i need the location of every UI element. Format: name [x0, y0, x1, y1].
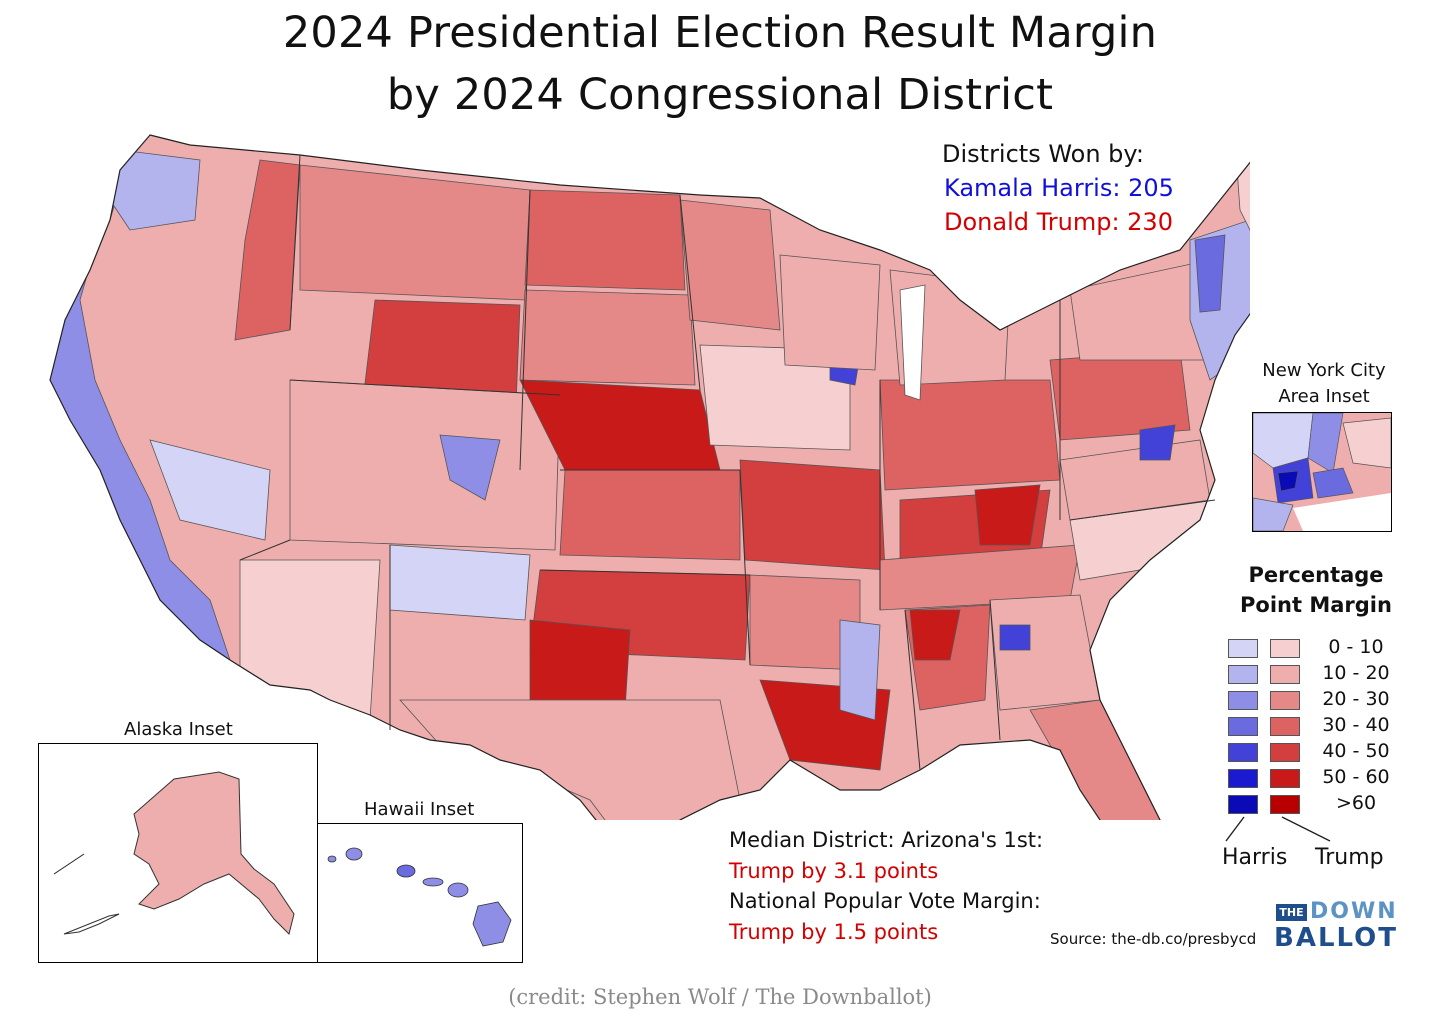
new-mexico-harris	[389, 544, 531, 621]
harris-districts-won: Kamala Harris: 205	[944, 174, 1174, 202]
vermont-harris	[1194, 234, 1226, 313]
legend-title-line1: Percentage	[1248, 563, 1384, 587]
districts-won-heading: Districts Won by:	[942, 140, 1144, 168]
legend-trump-swatch	[1270, 665, 1300, 684]
legend-trump-swatch	[1270, 639, 1300, 658]
nyc-area-inset-map	[1252, 412, 1392, 532]
legend-trump-swatch	[1270, 691, 1300, 710]
pacific-northwest-harris	[109, 149, 201, 231]
popular-vote-value: Trump by 1.5 points	[729, 920, 939, 944]
georgia-region	[989, 594, 1101, 711]
legend-range-label: >60	[1335, 792, 1377, 814]
legend-range-label: 10 - 20	[1322, 662, 1390, 684]
colorado-harris	[439, 434, 501, 501]
hawaii-inset-label: Hawaii Inset	[364, 799, 475, 820]
median-district-value: Trump by 3.1 points	[729, 859, 939, 883]
alabama-black-belt	[909, 609, 961, 661]
nevada-harris	[149, 439, 271, 541]
alaska-inset-label: Alaska Inset	[124, 719, 233, 740]
downballot-logo-ballot: BALLOT	[1274, 923, 1398, 953]
legend-harris-swatch	[1228, 665, 1258, 684]
east-kentucky-region	[974, 484, 1041, 546]
legend-harris-swatch	[1228, 795, 1258, 814]
legend-harris-swatch	[1228, 769, 1258, 788]
dc-baltimore-harris	[1139, 424, 1176, 461]
legend-range-label: 50 - 60	[1322, 766, 1390, 788]
median-district-label: Median District: Arizona's 1st:	[729, 828, 1044, 852]
source-link[interactable]: Source: the-db.co/presbycd	[1050, 930, 1257, 948]
credit-line: (credit: Stephen Wolf / The Downballot)	[508, 985, 932, 1009]
map-title-line-2: by 2024 Congressional District	[386, 70, 1054, 120]
state-borders	[239, 154, 1216, 771]
idaho-region	[234, 159, 301, 341]
arizona-region	[239, 559, 381, 721]
map-title-line-1: 2024 Presidential Election Result Margin	[282, 8, 1158, 58]
north-dakota-region	[524, 189, 686, 291]
downballot-logo-down: DOWN	[1310, 899, 1398, 924]
mississippi-harris	[839, 619, 881, 721]
legend-range-label: 0 - 10	[1328, 636, 1384, 658]
legend-trump-label: Trump	[1315, 845, 1384, 870]
great-lakes-water	[899, 284, 926, 401]
missouri-region	[739, 459, 886, 571]
florida-region	[1029, 699, 1161, 820]
legend-title-line2: Point Margin	[1240, 593, 1392, 617]
legend-harris-swatch	[1228, 691, 1258, 710]
legend-harris-swatch	[1228, 717, 1258, 736]
maine-region	[1234, 139, 1250, 251]
downballot-logo-the: THE	[1276, 904, 1307, 921]
trump-districts-won: Donald Trump: 230	[944, 208, 1173, 236]
wisconsin-region	[779, 254, 881, 371]
indiana-ohio-region	[879, 379, 1061, 491]
us-outline	[49, 134, 1250, 820]
legend-trump-swatch	[1270, 795, 1300, 814]
minnesota-region	[679, 199, 781, 331]
legend-harris-swatch	[1228, 743, 1258, 762]
alaska-inset-map	[38, 743, 318, 963]
legend-harris-swatch	[1228, 639, 1258, 658]
legend-range-label: 30 - 40	[1322, 714, 1390, 736]
legend-trump-swatch	[1270, 769, 1300, 788]
nyc-inset-label-line1: New York City	[1262, 360, 1386, 381]
legend-range-label: 40 - 50	[1322, 740, 1390, 762]
legend-range-label: 20 - 30	[1322, 688, 1390, 710]
kansas-region	[559, 469, 741, 561]
atlanta-harris	[999, 624, 1031, 651]
us-district-map	[49, 134, 1250, 820]
legend-trump-swatch	[1270, 717, 1300, 736]
south-dakota-region	[519, 289, 696, 386]
utah-colorado-region	[289, 379, 561, 551]
popular-vote-label: National Popular Vote Margin:	[729, 889, 1041, 913]
texas-panhandle-region	[529, 619, 631, 711]
legend-harris-label: Harris	[1222, 845, 1288, 870]
legend-pointer-lines	[1225, 816, 1331, 842]
legend-trump-swatch	[1270, 743, 1300, 762]
hawaii-inset-map	[317, 823, 523, 963]
nyc-inset-label-line2: Area Inset	[1278, 386, 1370, 407]
